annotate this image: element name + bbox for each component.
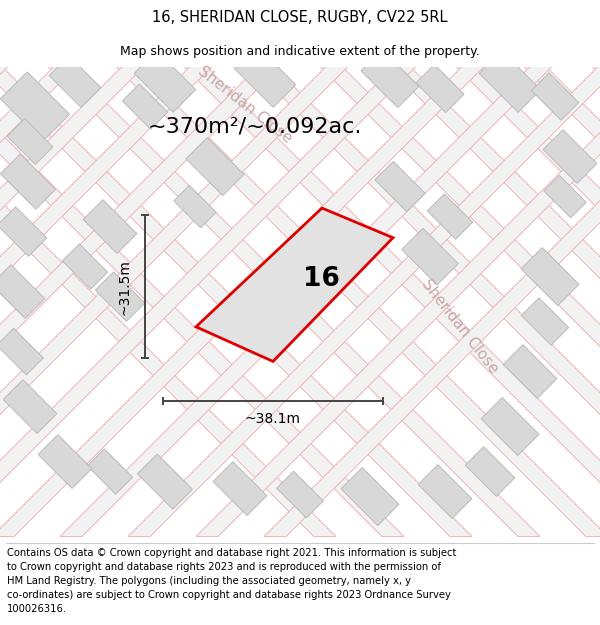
Polygon shape — [134, 51, 196, 112]
Text: ~370m²/~0.092ac.: ~370m²/~0.092ac. — [148, 116, 362, 136]
Polygon shape — [544, 176, 586, 218]
Polygon shape — [186, 138, 244, 196]
Text: Sheridan Close: Sheridan Close — [195, 63, 295, 146]
Polygon shape — [3, 380, 57, 433]
Polygon shape — [38, 435, 92, 488]
Text: 16: 16 — [302, 266, 340, 291]
Polygon shape — [592, 66, 600, 536]
Polygon shape — [264, 66, 600, 536]
Polygon shape — [137, 454, 193, 509]
Polygon shape — [521, 298, 569, 345]
Text: 100026316.: 100026316. — [7, 604, 67, 614]
Polygon shape — [375, 161, 425, 212]
Text: 16, SHERIDAN CLOSE, RUGBY, CV22 5RL: 16, SHERIDAN CLOSE, RUGBY, CV22 5RL — [152, 11, 448, 26]
Text: ~31.5m: ~31.5m — [118, 259, 132, 314]
Polygon shape — [83, 200, 137, 253]
Polygon shape — [174, 186, 216, 228]
Polygon shape — [481, 398, 539, 456]
Polygon shape — [88, 449, 133, 494]
Polygon shape — [0, 66, 348, 536]
Polygon shape — [62, 244, 107, 289]
Polygon shape — [116, 66, 600, 536]
Text: co-ordinates) are subject to Crown copyright and database rights 2023 Ordnance S: co-ordinates) are subject to Crown copyr… — [7, 590, 451, 600]
Polygon shape — [416, 64, 464, 112]
Text: Contains OS data © Crown copyright and database right 2021. This information is : Contains OS data © Crown copyright and d… — [7, 548, 457, 558]
Polygon shape — [456, 66, 600, 536]
Polygon shape — [213, 462, 267, 516]
Polygon shape — [0, 265, 45, 318]
Polygon shape — [0, 66, 212, 536]
Polygon shape — [184, 66, 600, 536]
Text: HM Land Registry. The polygons (including the associated geometry, namely x, y: HM Land Registry. The polygons (includin… — [7, 576, 411, 586]
Polygon shape — [48, 66, 540, 536]
Polygon shape — [503, 345, 557, 398]
Polygon shape — [402, 228, 458, 285]
Polygon shape — [418, 465, 472, 518]
Polygon shape — [0, 66, 280, 536]
Polygon shape — [0, 207, 47, 256]
Polygon shape — [1, 154, 56, 209]
Polygon shape — [320, 66, 600, 536]
Polygon shape — [60, 66, 552, 536]
Polygon shape — [341, 468, 399, 526]
Polygon shape — [0, 66, 404, 536]
Polygon shape — [196, 66, 600, 536]
Polygon shape — [465, 447, 515, 496]
Polygon shape — [0, 66, 484, 536]
Polygon shape — [0, 66, 336, 536]
Polygon shape — [0, 66, 472, 536]
Polygon shape — [427, 194, 473, 239]
Polygon shape — [277, 471, 323, 518]
Text: to Crown copyright and database rights 2023 and is reproduced with the permissio: to Crown copyright and database rights 2… — [7, 562, 441, 572]
Polygon shape — [532, 73, 578, 120]
Polygon shape — [0, 66, 8, 536]
Polygon shape — [0, 66, 416, 536]
Polygon shape — [95, 272, 145, 321]
Text: Map shows position and indicative extent of the property.: Map shows position and indicative extent… — [120, 45, 480, 58]
Text: ~38.1m: ~38.1m — [245, 412, 301, 426]
Polygon shape — [0, 66, 76, 536]
Polygon shape — [0, 328, 43, 375]
Polygon shape — [543, 130, 597, 183]
Polygon shape — [479, 51, 541, 112]
Polygon shape — [7, 119, 53, 164]
Polygon shape — [361, 49, 419, 108]
Polygon shape — [524, 66, 600, 536]
Polygon shape — [196, 208, 393, 361]
Polygon shape — [388, 66, 600, 536]
Polygon shape — [521, 248, 579, 306]
Polygon shape — [128, 66, 600, 536]
Polygon shape — [0, 66, 144, 536]
Polygon shape — [252, 66, 600, 536]
Polygon shape — [122, 84, 167, 129]
Polygon shape — [1, 72, 70, 141]
Text: Sheridan Close: Sheridan Close — [419, 277, 501, 376]
Polygon shape — [234, 46, 296, 108]
Polygon shape — [49, 56, 101, 108]
